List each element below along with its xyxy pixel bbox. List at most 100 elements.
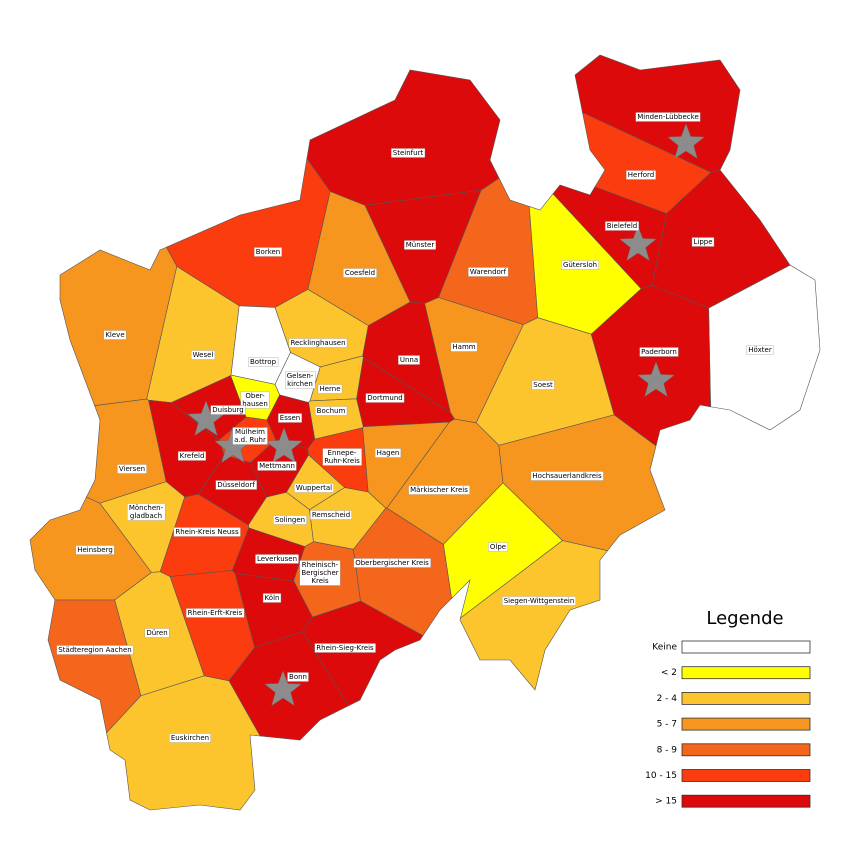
district-label-group: Wesel [190, 350, 216, 360]
label-box [215, 480, 257, 490]
district-label-group: Krefeld [177, 451, 207, 461]
district-label: Gelsen-kirchen [287, 372, 314, 388]
district-label-group: Steinfurt [391, 148, 426, 158]
district-label: Münster [406, 241, 435, 249]
district-label: Rhein-Kreis Neuss [175, 528, 239, 536]
district-label: Siegen-Wittgenstein [504, 597, 575, 605]
label-box [531, 380, 555, 390]
district [47, 599, 142, 734]
district-label: Krefeld [180, 452, 205, 460]
label-box [255, 554, 299, 564]
district-label-group: Warendorf [468, 267, 509, 277]
district-label: Bonn [289, 673, 307, 681]
label-box [391, 148, 426, 158]
district-label-group: Mülheim a.d. Ruhr [232, 427, 268, 445]
district-label-group: Wuppertal [294, 483, 334, 493]
district-label-group: Recklinghausen [288, 338, 348, 348]
district-label-group: Hagen [374, 448, 402, 458]
district-label: Solingen [275, 516, 305, 524]
label-box [285, 371, 316, 389]
district-label: Steinfurt [393, 149, 424, 157]
district-label-group: Lippe [691, 237, 715, 247]
legend-swatch [681, 692, 811, 705]
label-box [408, 485, 470, 495]
district-label: Hamm [452, 343, 475, 351]
legend-swatch [681, 666, 811, 680]
district-label-group: Coesfeld [343, 268, 377, 278]
label-box [210, 405, 246, 415]
label-box [294, 483, 334, 493]
district-label-group: Paderborn [639, 347, 679, 357]
label-box [186, 608, 245, 618]
label-box [288, 338, 348, 348]
district-label: Paderborn [641, 348, 677, 356]
legend-swatch [681, 717, 811, 731]
label-box [468, 267, 509, 277]
district-label-group: Siegen-Wittgenstein [502, 596, 576, 606]
district-label-group: Leverkusen [255, 554, 299, 564]
district-label: Bottrop [250, 358, 277, 366]
district-label-group: Soest [531, 380, 555, 390]
label-box [322, 448, 362, 466]
district [306, 69, 501, 206]
district-label: Köln [265, 594, 280, 602]
district-label: Rhein-Erft-Kreis [188, 609, 243, 617]
district-label-group: Remscheid [310, 510, 352, 520]
district-label-group: Städteregion Aachen [56, 645, 134, 655]
district-label-group: Euskirchen [169, 733, 211, 743]
district-label: Dortmund [367, 394, 402, 402]
district-label-group: Gütersloh [561, 260, 599, 270]
district-label-group: Unna [398, 355, 420, 365]
district-label-group: Kleve [103, 330, 127, 340]
district-label-group: Gelsen-kirchen [285, 371, 316, 389]
star-icon [619, 225, 657, 261]
star-icon [667, 123, 705, 159]
label-box [103, 330, 127, 340]
legend-swatch [681, 769, 811, 782]
label-box [404, 240, 437, 250]
district-label: Düren [146, 629, 167, 637]
label-box [353, 558, 431, 568]
legend-label: 8 - 9 [657, 745, 678, 755]
label-box [605, 221, 639, 231]
legend-label: 5 - 7 [657, 720, 677, 730]
district-label: Mettmann [259, 462, 295, 470]
label-box [169, 733, 211, 743]
district-label-group: Hamm [450, 342, 478, 352]
district-label: Kleve [105, 331, 124, 339]
district-label-group: Münster [404, 240, 437, 250]
district-label-group: Düsseldorf [215, 480, 257, 490]
district-label: Ennepe-Ruhr-Kreis [324, 449, 360, 465]
label-box [177, 451, 207, 461]
district-label-group: Rhein-Kreis Neuss [173, 527, 241, 537]
label-box [365, 393, 405, 403]
label-box [127, 503, 166, 521]
district-label: Recklinghausen [290, 339, 345, 347]
district-label: Duisburg [212, 406, 244, 414]
district-label: Coesfeld [345, 269, 375, 277]
label-box [746, 345, 774, 355]
label-box [626, 170, 656, 180]
label-box [257, 461, 297, 471]
district-label-group: Rhein-Erft-Kreis [186, 608, 245, 618]
label-box [232, 427, 268, 445]
district-label-group: Duisburg [210, 405, 246, 415]
label-box [173, 527, 241, 537]
label-box [450, 342, 478, 352]
star-icon [637, 361, 675, 397]
district-label: Rhein-Sieg-Kreis [316, 644, 374, 652]
district-label-group: Märkischer Kreis [408, 485, 470, 495]
district [106, 675, 261, 811]
label-box [374, 448, 402, 458]
district-label: Wesel [193, 351, 214, 359]
legend-label: Keine [652, 643, 677, 653]
district [353, 507, 452, 636]
district-label-group: Bielefeld [605, 221, 639, 231]
label-box [561, 260, 599, 270]
district-label: Warendorf [470, 268, 507, 276]
district-label: Mönchen-gladbach [129, 504, 164, 520]
district [459, 540, 608, 691]
legend-swatch [681, 794, 811, 808]
district-label: Hagen [377, 449, 400, 457]
